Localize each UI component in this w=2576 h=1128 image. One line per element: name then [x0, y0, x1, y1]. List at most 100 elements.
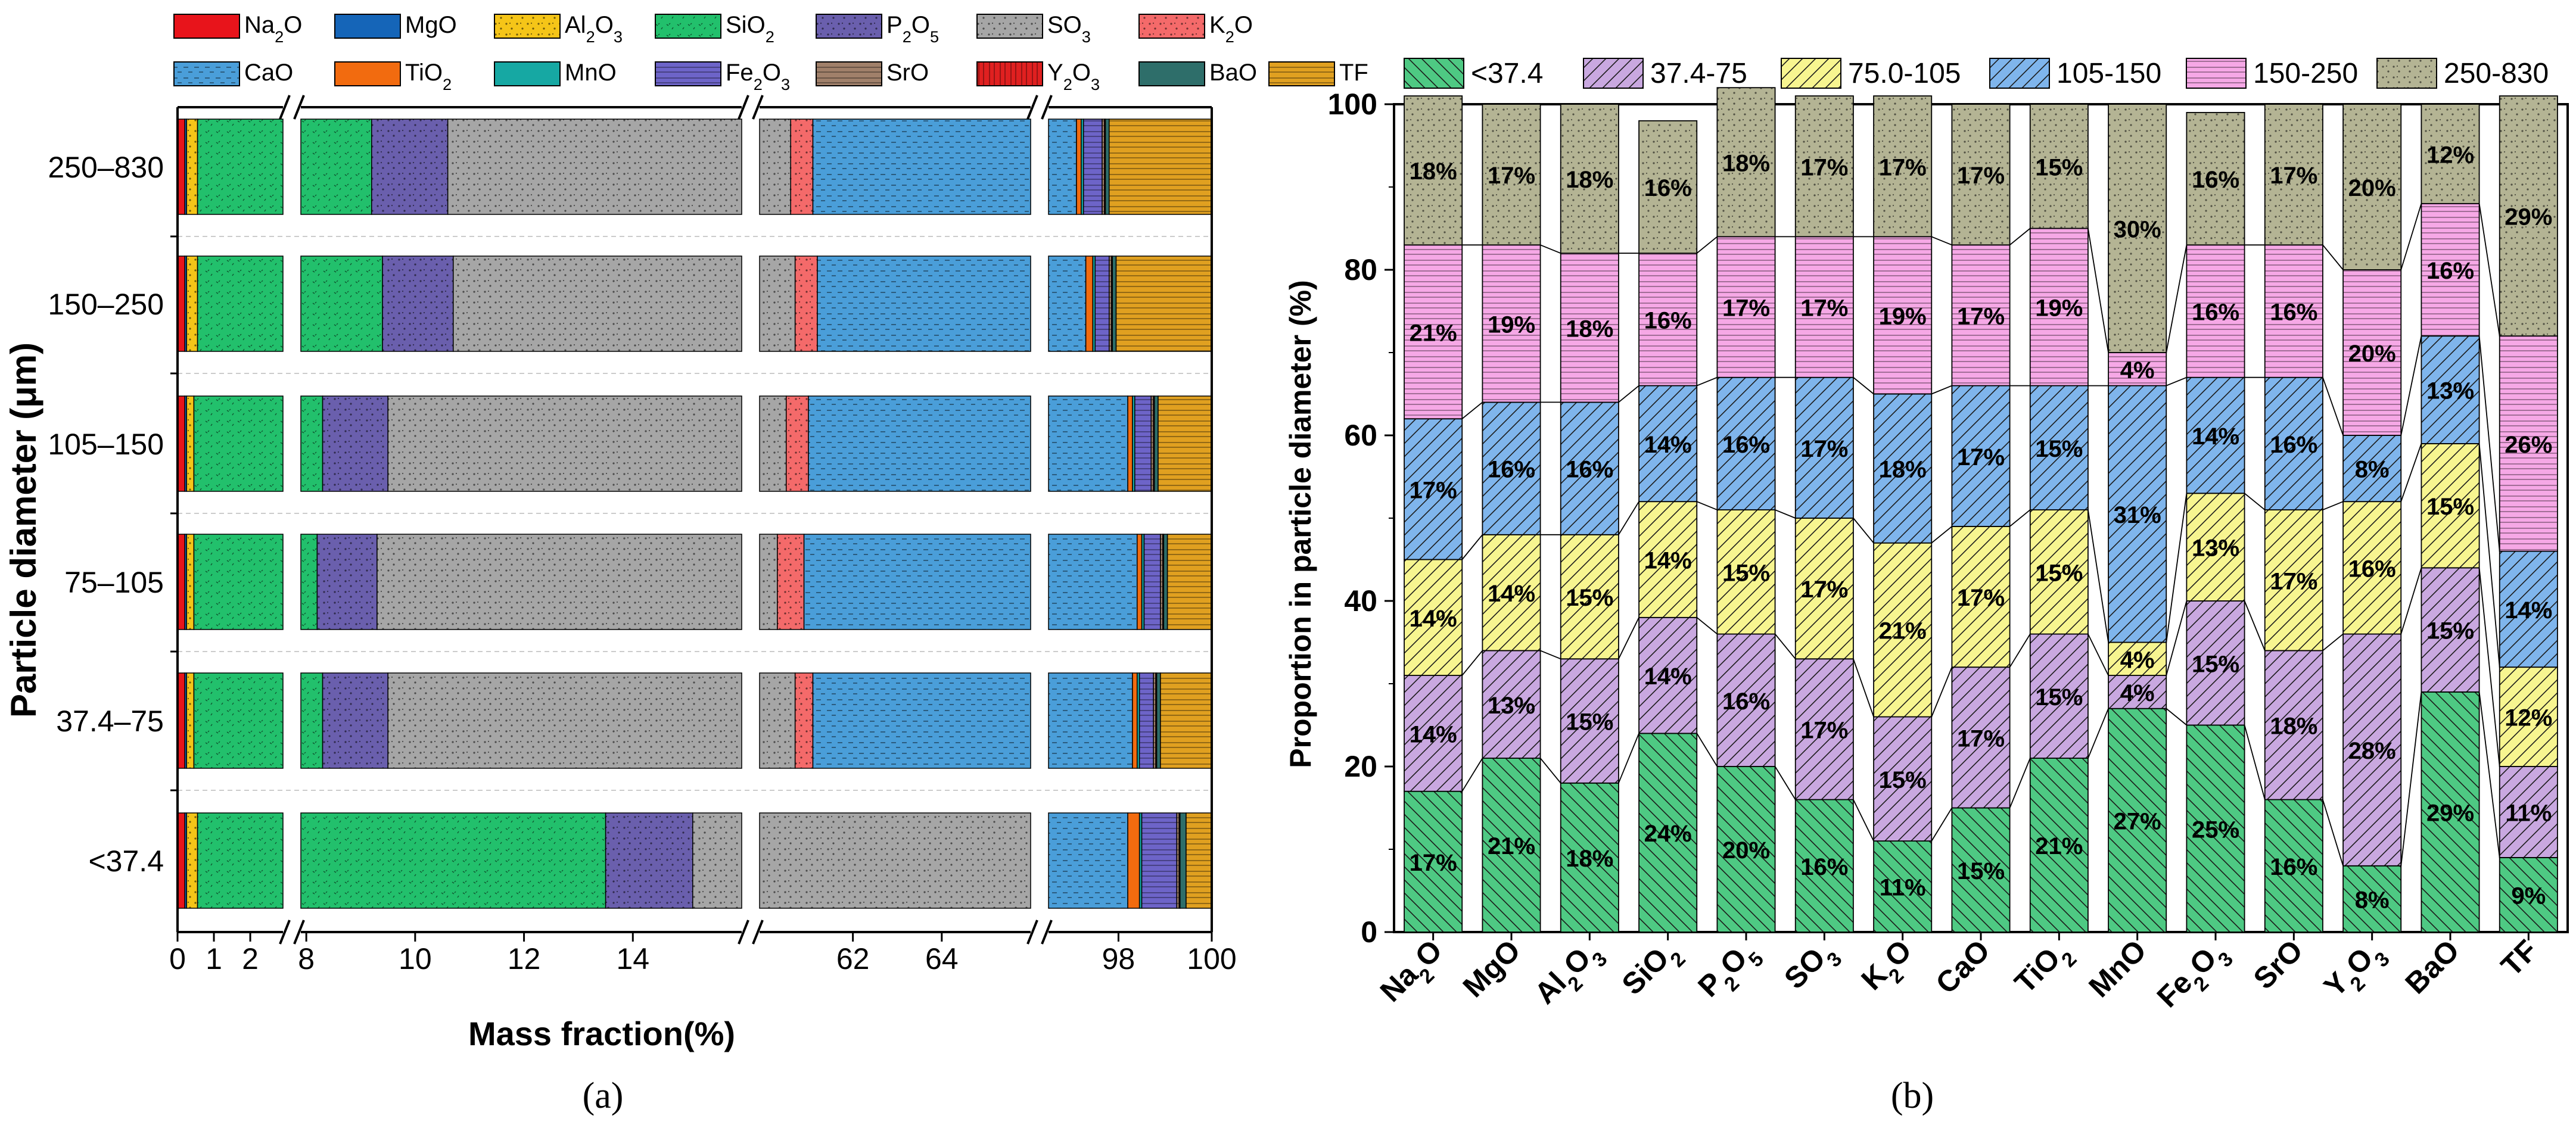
data-label: 17% [1800, 577, 1848, 603]
data-label: 15% [2035, 436, 2083, 462]
x-tick-label: 62 [836, 942, 870, 976]
legend-item-series-1: 37.4-75 [1583, 58, 1747, 89]
bar-column-8 [2029, 104, 2089, 933]
legend-label-k2o: K2O [1209, 12, 1253, 46]
bar-segment [2499, 857, 2558, 933]
data-label: 15% [1722, 560, 1770, 586]
data-label: 17% [1722, 295, 1770, 322]
bar-column-12 [2342, 104, 2402, 933]
panel-b-data-labels: 17% 14% 14% 17% 21% 18% 21% 13% 14% 16% 19% 17% 18% 1… [1410, 142, 2553, 913]
bar-segment-sio2 [300, 119, 372, 215]
data-label: 29% [2426, 800, 2474, 826]
data-label: 15% [1566, 709, 1613, 736]
legend-item-fe2o3: Fe2O3 [655, 60, 790, 94]
bar-segment-tf [1109, 119, 1212, 215]
data-label: 17% [1957, 725, 2005, 752]
bar-segment [1716, 87, 1776, 238]
data-label: 19% [1879, 303, 1927, 329]
bar-segment [1873, 95, 1933, 238]
data-label: 21% [2035, 833, 2083, 859]
bar-segment [1560, 401, 1619, 535]
bar-segment-k2o [790, 119, 814, 215]
data-label: 26% [2505, 432, 2552, 458]
bar-segment-sio2 [197, 119, 284, 215]
data-label: 4% [2120, 357, 2155, 384]
bar-segment-so3 [387, 395, 742, 492]
data-label: 17% [1800, 154, 1848, 180]
y-tick-label: 150–250 [48, 288, 164, 321]
data-label: 16% [2348, 556, 2396, 582]
data-label: 8% [2355, 457, 2390, 483]
legend-label-cao: CaO [244, 60, 293, 86]
bar-segment-sio2 [197, 812, 284, 909]
axis-break [279, 95, 291, 120]
legend-label-al2o3: Al2O3 [565, 12, 623, 46]
bar-segment-fe2o3 [1141, 812, 1178, 909]
data-label: 20% [2348, 175, 2396, 201]
data-label: 20% [1722, 837, 1770, 864]
bar-segment-tf [1158, 395, 1212, 492]
data-label: 14% [1410, 721, 1457, 747]
bar-segment-p2o5 [371, 119, 449, 215]
data-label: 15% [2426, 618, 2474, 644]
bar-segment-al2o3 [186, 395, 195, 492]
data-label: 17% [1800, 436, 1848, 462]
bar-segment [1638, 385, 1698, 503]
x-tick-label: 0 [169, 942, 186, 976]
svg-text:K2O: K2O [1855, 933, 1924, 1003]
data-label: 17% [1800, 295, 1848, 322]
legend-item-so3: SO3 [976, 12, 1091, 46]
bar-segment [1794, 376, 1854, 519]
bar-segment [2342, 633, 2402, 867]
y-tick-label: <37.4 [88, 845, 164, 878]
data-label: 11% [1880, 875, 1926, 901]
x-tick-label: 100 [1187, 942, 1236, 976]
bar-segment [1873, 716, 1933, 842]
axis-break [738, 920, 749, 945]
legend-item-bao: BaO [1138, 60, 1257, 86]
y-tick-label: 105–150 [48, 428, 164, 461]
bar-segment [2186, 376, 2245, 494]
x-tick-label: Na2O [1374, 933, 1449, 1008]
bar-segment-tio2 [1076, 119, 1082, 215]
bar-segment [2108, 385, 2167, 643]
bar-segment-bao [1180, 812, 1187, 909]
bar-segment [2029, 228, 2089, 387]
bar-segment-so3 [447, 119, 742, 215]
bar-segment [1951, 526, 2011, 668]
bar-segment [1873, 840, 1933, 933]
bar-segment-tio2 [1136, 534, 1143, 630]
data-label: 13% [1488, 693, 1535, 719]
bar-segment-bao [1163, 534, 1168, 630]
x-tick-label: 10 [399, 942, 432, 976]
data-label: 17% [1410, 850, 1457, 876]
panel-a-chart: Na2O MgO Al2O3 SiO2 P2O5 SO3 K2O CaO TiO2 MnO Fe2O… [4, 12, 1368, 1116]
bar-segment [1794, 518, 1854, 660]
bar-segment [1873, 542, 1933, 718]
legend-label-so3: SO3 [1047, 12, 1091, 46]
bar-segment [2264, 376, 2323, 511]
data-label: 18% [1879, 457, 1927, 483]
data-label: 17% [1957, 163, 2005, 189]
bar-segment-so3 [453, 255, 742, 352]
legend-label-fe2o3: Fe2O3 [726, 60, 790, 94]
data-label: 8% [2355, 887, 2390, 913]
bar-segment [1404, 418, 1463, 560]
data-label: 16% [2270, 300, 2317, 326]
bar-segment [2421, 443, 2480, 569]
data-label: 16% [1488, 457, 1535, 483]
svg-text:MgO: MgO [1457, 933, 1527, 1004]
legend-label-tf: TF [1339, 60, 1368, 86]
data-label: 17% [2270, 568, 2317, 594]
bar-segment [1716, 376, 1776, 511]
legend-item-na2o: Na2O [173, 12, 302, 46]
data-label: 20% [2348, 341, 2396, 367]
panel-b-legend: <37.4 37.4-75 75.0-105 105-150 150-250 250-83… [1404, 58, 2549, 89]
bar-segment [1638, 120, 1698, 254]
panel-a-x-ticks: 0 1 2 8 10 12 14 62 64 98 100 [169, 932, 1237, 976]
bar-segment-tf [1115, 255, 1212, 352]
bar-column-3 [1638, 120, 1698, 933]
legend-item-y2o3: Y2O3 [976, 60, 1100, 94]
panel-a-ylabel: Particle diameter (μm) [4, 342, 43, 718]
